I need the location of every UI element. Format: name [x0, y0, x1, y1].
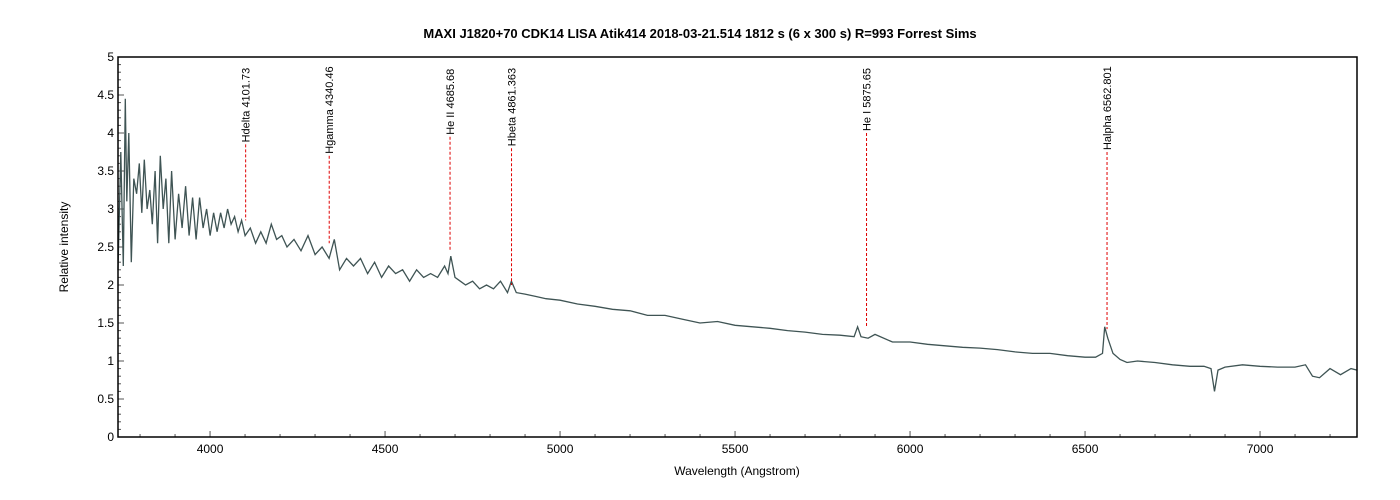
line-marker-label: Hbeta 4861.363	[507, 68, 519, 146]
y-tick-label: 1	[107, 354, 114, 368]
x-tick-label: 6000	[897, 442, 924, 456]
plot-frame	[117, 56, 1358, 438]
y-tick-label: 3	[107, 202, 114, 216]
y-tick-label: 4	[107, 126, 114, 140]
y-tick-label: 0.5	[97, 392, 114, 406]
y-tick-label: 1.5	[97, 316, 114, 330]
line-marker-label: Hdelta 4101.73	[241, 68, 253, 143]
spectrum-line	[117, 98, 1358, 392]
x-tick-label: 4000	[197, 442, 224, 456]
y-tick-label: 0	[107, 430, 114, 444]
y-tick-label: 2	[107, 278, 114, 292]
x-tick-label: 5000	[547, 442, 574, 456]
line-marker-label: He II 4685.68	[445, 69, 457, 135]
x-tick-label: 6500	[1072, 442, 1099, 456]
line-marker-label: Halpha 6562.801	[1102, 66, 1114, 150]
y-tick-label: 5	[107, 50, 114, 64]
line-marker-label: Hgamma 4340.46	[324, 66, 336, 153]
x-tick-label: 7000	[1247, 442, 1274, 456]
x-tick-label: 5500	[722, 442, 749, 456]
chart-title: MAXI J1820+70 CDK14 LISA Atik414 2018-03…	[423, 26, 976, 41]
y-tick-label: 2.5	[97, 240, 114, 254]
x-tick-label: 4500	[372, 442, 399, 456]
y-tick-label: 3.5	[97, 164, 114, 178]
y-axis-label: Relative intensity	[57, 202, 71, 293]
line-marker-label: He I 5875.65	[862, 68, 874, 131]
x-axis-label: Wavelength (Angstrom)	[674, 464, 800, 478]
y-tick-label: 4.5	[97, 88, 114, 102]
